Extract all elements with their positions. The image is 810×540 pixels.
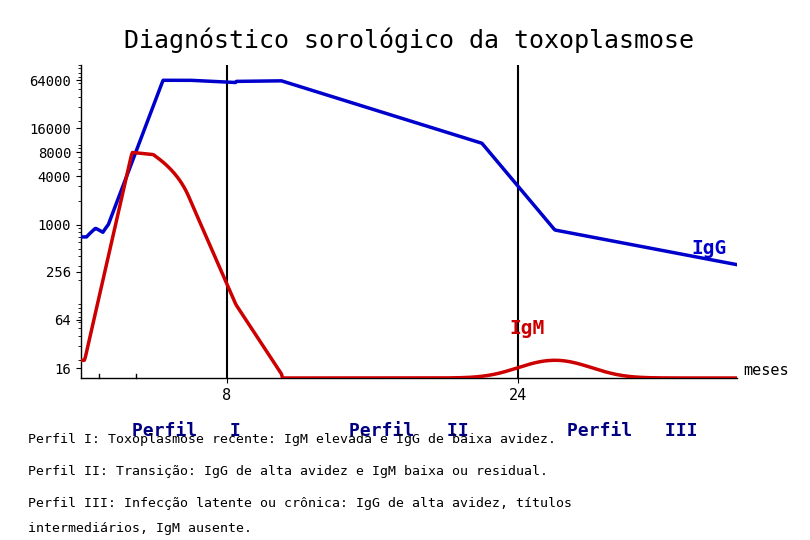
Text: intermediários, IgM ausente.: intermediários, IgM ausente. <box>28 522 253 535</box>
Text: Perfil   III: Perfil III <box>567 422 697 440</box>
Text: Perfil   II: Perfil II <box>349 422 469 440</box>
Text: Perfil II: Transição: IgG de alta avidez e IgM baixa ou residual.: Perfil II: Transição: IgG de alta avidez… <box>28 465 548 478</box>
Text: Perfil   I: Perfil I <box>131 422 241 440</box>
Text: IgM: IgM <box>509 319 544 338</box>
Text: IgG: IgG <box>692 239 727 258</box>
Title: Diagnóstico sorológico da toxoplasmose: Diagnóstico sorológico da toxoplasmose <box>124 28 694 53</box>
Text: Perfil I: Toxoplasmose recente: IgM elevada e IgG de baixa avidez.: Perfil I: Toxoplasmose recente: IgM elev… <box>28 433 556 446</box>
Text: Perfil III: Infecção latente ou crônica: IgG de alta avidez, títulos: Perfil III: Infecção latente ou crônica:… <box>28 497 573 510</box>
Text: meses: meses <box>744 363 789 378</box>
